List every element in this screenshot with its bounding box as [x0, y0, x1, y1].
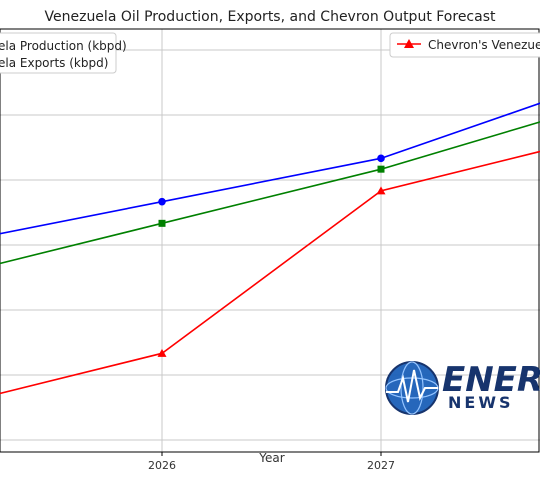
series-point — [376, 186, 386, 195]
x-tick-label: 2026 — [148, 459, 176, 472]
legend-right-entry-1: Chevron's Venezuela — [428, 38, 540, 52]
series-point — [158, 197, 166, 206]
legend-left-entry-2: ela Exports (kbpd) — [0, 56, 108, 70]
watermark-line1: ENER — [442, 360, 540, 400]
series-point — [377, 165, 385, 173]
x-tick-label: 2027 — [367, 459, 395, 472]
chart-title: Venezuela Oil Production, Exports, and C… — [45, 9, 497, 25]
watermark-line2: NEWS — [448, 393, 514, 412]
series-line — [0, 102, 540, 235]
x-ticks: 2026 2027 — [148, 452, 395, 472]
series-line — [0, 121, 540, 265]
x-axis-label: Year — [258, 451, 284, 465]
legend-right-marker — [404, 39, 414, 48]
legend-right: Chevron's Venezuela — [389, 32, 540, 58]
series-point — [157, 348, 167, 357]
series-line — [0, 150, 540, 395]
legend-left-entry-1: ela Production (kbpd) — [0, 39, 127, 53]
watermark-logo: ENER NEWS — [385, 360, 540, 415]
plot-frame — [0, 28, 540, 453]
legend-left: ela Production (kbpd) ela Exports (kbpd) — [0, 32, 127, 74]
series-layer — [0, 102, 540, 395]
series-point — [377, 154, 385, 163]
series-point — [158, 219, 166, 227]
globe-pulse-icon — [385, 361, 439, 415]
axis-frame — [0, 28, 540, 453]
grid — [0, 29, 540, 452]
